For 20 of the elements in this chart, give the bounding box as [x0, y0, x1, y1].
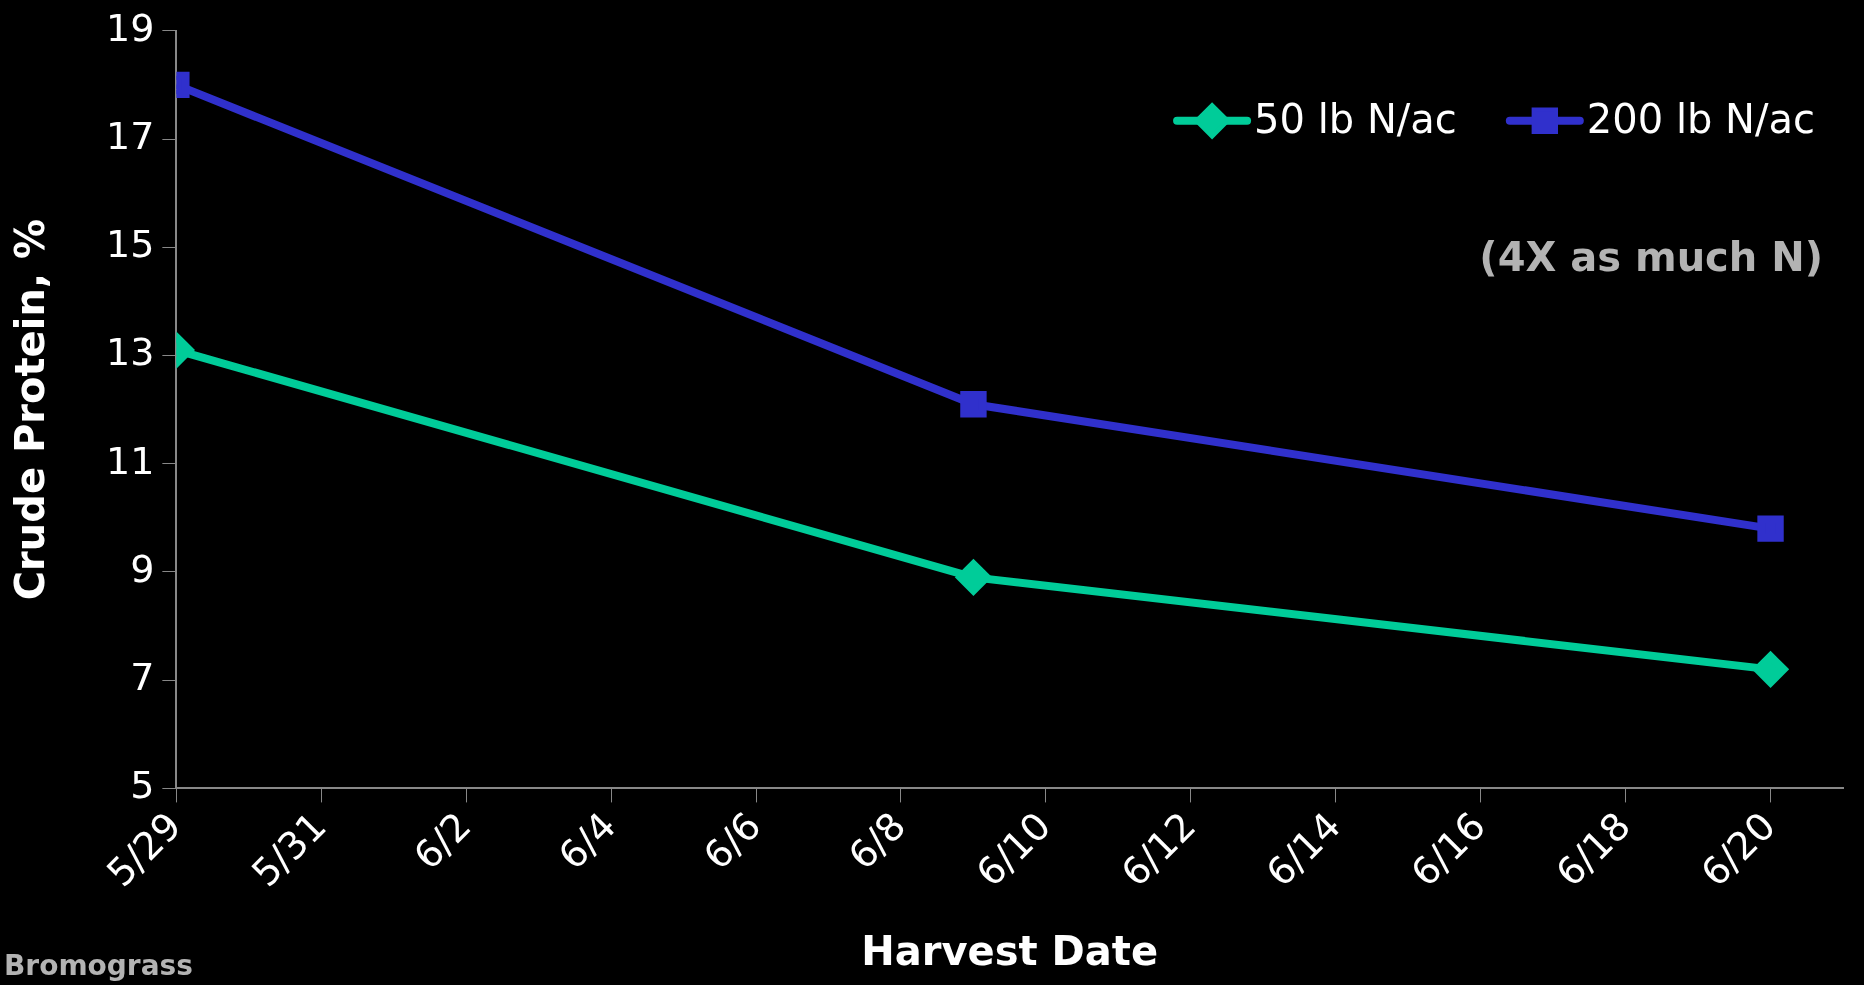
y-tick-label: 13 [105, 330, 155, 375]
legend-label: 50 lb N/ac [1254, 96, 1457, 143]
x-tick-label: 6/4 [550, 803, 625, 879]
x-tick-label: 6/2 [405, 803, 480, 879]
y-tick-label: 17 [105, 113, 155, 158]
y-tick-label: 9 [130, 546, 155, 591]
point [1753, 652, 1788, 687]
x-tick-label: 6/8 [839, 803, 915, 879]
x-axis-title: Harvest Date [861, 928, 1159, 975]
x-tick-label: 6/6 [695, 803, 770, 879]
y-tick-label: 19 [105, 5, 155, 50]
y-tick-label: 15 [105, 222, 155, 267]
annotation: (4X as much N) [1479, 233, 1823, 280]
y-tick-label: 5 [130, 763, 155, 808]
y-tick-label: 7 [130, 655, 155, 700]
legend-label: 200 lb N/ac [1586, 96, 1815, 143]
point [1757, 515, 1784, 542]
y-tick-label: 11 [105, 438, 155, 483]
text: Bromograss [4, 949, 193, 982]
y-axis-title: Crude Protein, % [7, 218, 54, 601]
